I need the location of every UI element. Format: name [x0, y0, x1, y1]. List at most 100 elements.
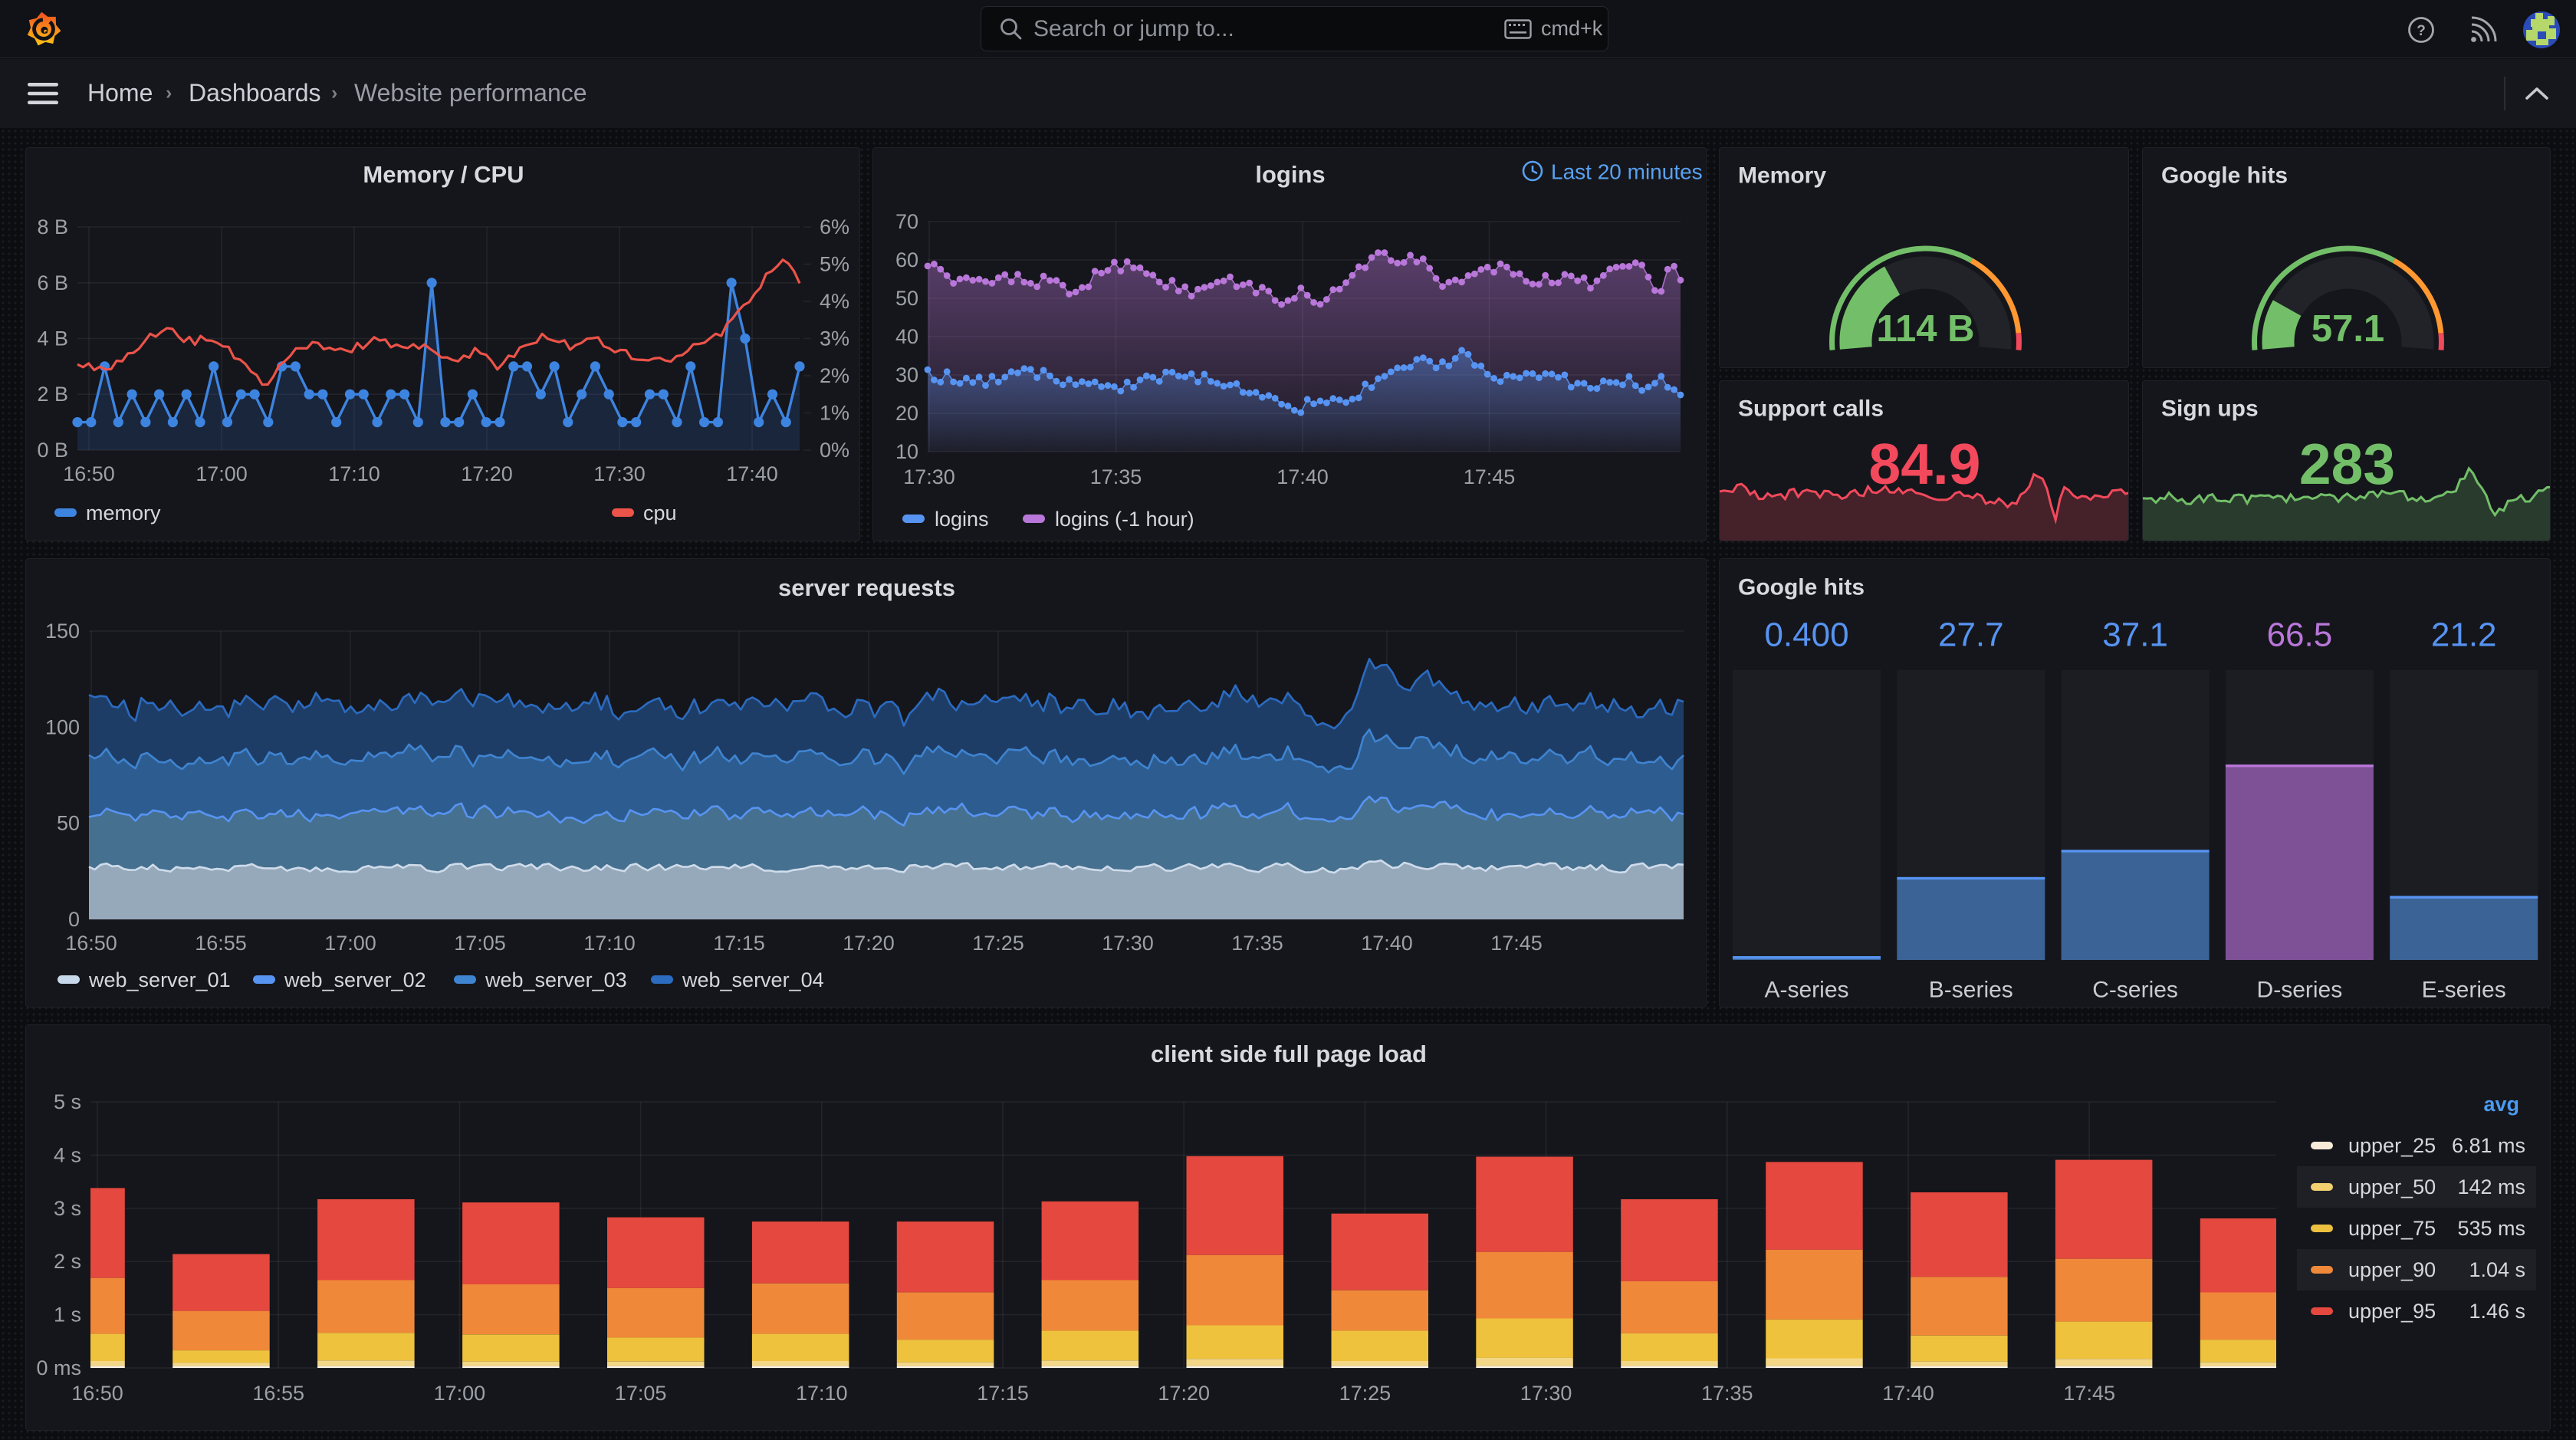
svg-text:1.04 s: 1.04 s: [2469, 1258, 2525, 1281]
svg-text:17:15: 17:15: [713, 932, 765, 955]
svg-text:17:45: 17:45: [1464, 465, 1516, 488]
svg-text:4 s: 4 s: [54, 1143, 81, 1166]
svg-text:5%: 5%: [820, 253, 849, 276]
svg-text:17:30: 17:30: [903, 465, 955, 488]
svg-text:17:00: 17:00: [434, 1382, 486, 1405]
svg-text:37.1: 37.1: [2102, 616, 2168, 654]
svg-text:17:40: 17:40: [1276, 465, 1329, 488]
svg-text:8 B: 8 B: [37, 215, 68, 238]
svg-text:17:30: 17:30: [1520, 1382, 1572, 1405]
svg-text:16:55: 16:55: [195, 932, 247, 955]
svg-text:Google hits: Google hits: [1738, 575, 1865, 600]
svg-text:16:50: 16:50: [71, 1382, 123, 1405]
svg-text:2%: 2%: [820, 364, 849, 387]
svg-text:logins: logins: [1255, 161, 1325, 188]
svg-text:5 s: 5 s: [54, 1090, 81, 1113]
svg-text:0 ms: 0 ms: [36, 1356, 81, 1379]
svg-text:?: ?: [2417, 23, 2426, 39]
svg-text:memory: memory: [86, 501, 161, 524]
svg-text:21.2: 21.2: [2431, 616, 2497, 654]
svg-text:Sign ups: Sign ups: [2161, 396, 2259, 422]
svg-text:17:20: 17:20: [1158, 1382, 1210, 1405]
svg-text:web_server_04: web_server_04: [682, 968, 824, 991]
svg-text:A-series: A-series: [1764, 978, 1848, 1003]
svg-text:3 s: 3 s: [54, 1197, 81, 1220]
svg-text:114 B: 114 B: [1876, 308, 1974, 350]
svg-text:50: 50: [57, 812, 80, 835]
svg-text:1%: 1%: [820, 402, 849, 425]
svg-text:1 s: 1 s: [54, 1304, 81, 1327]
svg-text:17:10: 17:10: [796, 1382, 848, 1405]
svg-text:283: 283: [2299, 432, 2395, 496]
svg-text:web_server_01: web_server_01: [88, 968, 231, 991]
svg-text:17:20: 17:20: [843, 932, 895, 955]
svg-text:17:00: 17:00: [324, 932, 376, 955]
svg-text:upper_50: upper_50: [2348, 1175, 2436, 1198]
svg-text:E-series: E-series: [2422, 978, 2506, 1003]
svg-text:100: 100: [45, 715, 80, 738]
svg-text:30: 30: [895, 363, 918, 386]
svg-text:17:00: 17:00: [196, 462, 248, 485]
svg-text:B-series: B-series: [1929, 978, 2013, 1003]
svg-text:17:40: 17:40: [1882, 1382, 1934, 1405]
svg-text:17:45: 17:45: [1490, 932, 1543, 955]
svg-text:17:30: 17:30: [1102, 932, 1154, 955]
svg-text:D-series: D-series: [2257, 978, 2343, 1003]
svg-text:web_server_02: web_server_02: [284, 968, 426, 991]
svg-text:C-series: C-series: [2092, 978, 2178, 1003]
svg-text:logins: logins: [935, 508, 989, 531]
svg-text:17:05: 17:05: [615, 1382, 667, 1405]
svg-text:3%: 3%: [820, 327, 849, 350]
svg-text:2 B: 2 B: [37, 383, 68, 406]
svg-text:70: 70: [895, 210, 918, 233]
svg-text:cpu: cpu: [643, 501, 677, 524]
svg-text:17:45: 17:45: [2063, 1382, 2115, 1405]
svg-text:16:50: 16:50: [63, 462, 115, 485]
svg-text:web_server_03: web_server_03: [485, 968, 627, 991]
svg-text:Memory / CPU: Memory / CPU: [363, 161, 524, 188]
svg-text:17:35: 17:35: [1090, 465, 1142, 488]
svg-text:17:25: 17:25: [1339, 1382, 1392, 1405]
svg-text:Support calls: Support calls: [1738, 396, 1884, 422]
svg-text:17:30: 17:30: [593, 462, 646, 485]
svg-text:6%: 6%: [820, 215, 849, 238]
svg-text:0.400: 0.400: [1764, 616, 1848, 654]
svg-text:upper_75: upper_75: [2348, 1217, 2436, 1240]
svg-text:17:25: 17:25: [972, 932, 1024, 955]
svg-text:17:35: 17:35: [1701, 1382, 1753, 1405]
svg-text:Memory: Memory: [1738, 163, 1826, 189]
svg-text:avg: avg: [2483, 1093, 2519, 1116]
svg-text:535 ms: 535 ms: [2457, 1217, 2525, 1240]
svg-text:upper_25: upper_25: [2348, 1134, 2436, 1157]
svg-text:20: 20: [895, 402, 918, 425]
svg-text:40: 40: [895, 325, 918, 348]
svg-text:17:40: 17:40: [726, 462, 778, 485]
svg-text:50: 50: [895, 287, 918, 310]
svg-text:logins (-1 hour): logins (-1 hour): [1055, 508, 1194, 531]
svg-text:84.9: 84.9: [1869, 432, 1981, 496]
svg-text:150: 150: [45, 620, 80, 643]
svg-text:17:15: 17:15: [977, 1382, 1029, 1405]
svg-text:upper_90: upper_90: [2348, 1258, 2436, 1281]
svg-text:17:05: 17:05: [454, 932, 506, 955]
svg-text:10: 10: [895, 440, 918, 463]
svg-text:57.1: 57.1: [2312, 308, 2384, 350]
svg-text:2 s: 2 s: [54, 1250, 81, 1273]
svg-text:17:40: 17:40: [1361, 932, 1413, 955]
svg-text:17:35: 17:35: [1231, 932, 1283, 955]
svg-text:upper_95: upper_95: [2348, 1300, 2436, 1323]
svg-text:4 B: 4 B: [37, 327, 68, 350]
svg-text:Last 20 minutes: Last 20 minutes: [1551, 160, 1703, 184]
svg-text:client side full page load: client side full page load: [1151, 1041, 1427, 1067]
svg-text:16:55: 16:55: [252, 1382, 304, 1405]
svg-text:16:50: 16:50: [65, 932, 117, 955]
svg-text:6.81 ms: 6.81 ms: [2452, 1134, 2525, 1157]
svg-text:142 ms: 142 ms: [2457, 1175, 2525, 1198]
svg-text:1.46 s: 1.46 s: [2469, 1300, 2525, 1323]
svg-text:0 B: 0 B: [37, 439, 68, 462]
svg-text:0%: 0%: [820, 439, 849, 462]
svg-text:17:20: 17:20: [461, 462, 513, 485]
svg-text:6 B: 6 B: [37, 271, 68, 294]
svg-text:0: 0: [68, 908, 80, 931]
svg-text:60: 60: [895, 248, 918, 271]
